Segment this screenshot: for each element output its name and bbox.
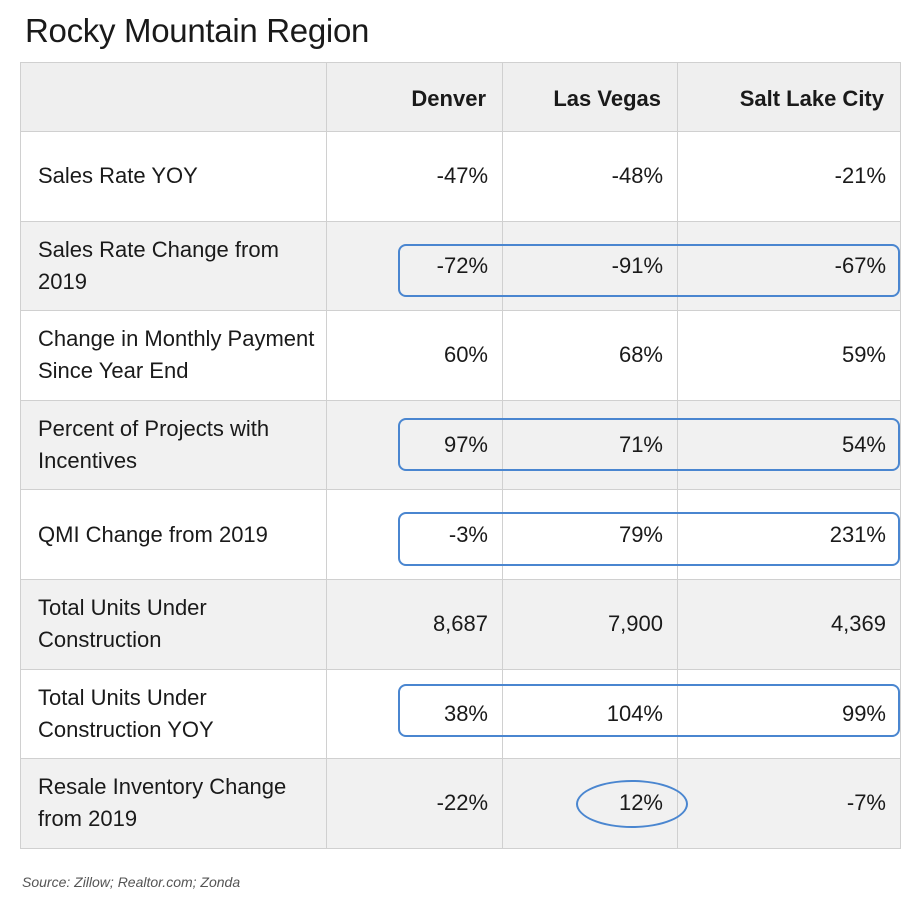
cell-las-vegas: 7,900 (502, 578, 678, 670)
cell-denver: -72% (326, 220, 503, 312)
table-row: Total Units Under Construction YOY 38% 1… (20, 668, 901, 760)
table-row: Sales Rate YOY -47% -48% -21% (20, 131, 901, 222)
table-row: Percent of Projects with Incentives 97% … (20, 399, 901, 491)
header-cell-denver: Denver (326, 62, 503, 132)
row-label: Sales Rate Change from 2019 (20, 220, 327, 312)
table-row: Resale Inventory Change from 2019 -22% 1… (20, 758, 901, 849)
cell-las-vegas: 12% (502, 758, 678, 849)
row-label: Sales Rate YOY (20, 131, 327, 222)
cell-denver: 97% (326, 399, 503, 491)
cell-salt-lake-city: 231% (677, 489, 901, 580)
cell-denver: 38% (326, 668, 503, 760)
table-row: Sales Rate Change from 2019 -72% -91% -6… (20, 220, 901, 312)
cell-las-vegas: 71% (502, 399, 678, 491)
cell-denver: 8,687 (326, 578, 503, 670)
page-title: Rocky Mountain Region (25, 12, 370, 49)
cell-las-vegas: -91% (502, 220, 678, 312)
table-row: Change in Monthly Payment Since Year End… (20, 310, 901, 401)
cell-las-vegas: 79% (502, 489, 678, 580)
header-cell-salt-lake-city: Salt Lake City (677, 62, 901, 132)
table-row: QMI Change from 2019 -3% 79% 231% (20, 489, 901, 580)
row-label: Total Units Under Construction YOY (20, 668, 327, 760)
row-label: Change in Monthly Payment Since Year End (20, 310, 327, 401)
row-label: Total Units Under Construction (20, 578, 327, 670)
cell-salt-lake-city: 4,369 (677, 578, 901, 670)
cell-las-vegas: 68% (502, 310, 678, 401)
cell-denver: 60% (326, 310, 503, 401)
header-cell-blank (20, 62, 327, 132)
data-table: Denver Las Vegas Salt Lake City Sales Ra… (20, 62, 901, 849)
cell-salt-lake-city: 54% (677, 399, 901, 491)
row-label: Percent of Projects with Incentives (20, 399, 327, 491)
header-cell-las-vegas: Las Vegas (502, 62, 678, 132)
cell-salt-lake-city: -7% (677, 758, 901, 849)
table-header-row: Denver Las Vegas Salt Lake City (20, 62, 901, 132)
table-row: Total Units Under Construction 8,687 7,9… (20, 578, 901, 670)
cell-denver: -22% (326, 758, 503, 849)
cell-las-vegas: -48% (502, 131, 678, 222)
cell-denver: -47% (326, 131, 503, 222)
cell-salt-lake-city: -21% (677, 131, 901, 222)
cell-salt-lake-city: 59% (677, 310, 901, 401)
row-label: QMI Change from 2019 (20, 489, 327, 580)
cell-salt-lake-city: 99% (677, 668, 901, 760)
cell-las-vegas: 104% (502, 668, 678, 760)
cell-salt-lake-city: -67% (677, 220, 901, 312)
source-note: Source: Zillow; Realtor.com; Zonda (22, 874, 241, 890)
row-label: Resale Inventory Change from 2019 (20, 758, 327, 849)
cell-denver: -3% (326, 489, 503, 580)
